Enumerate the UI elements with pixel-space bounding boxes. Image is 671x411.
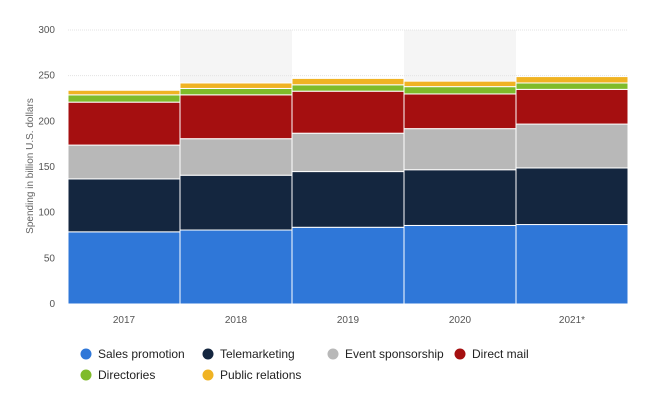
y-axis-label: Spending in billion U.S. dollars	[25, 98, 36, 234]
legend-marker	[80, 348, 92, 360]
legend-marker	[454, 348, 466, 360]
legend-label: Public relations	[220, 368, 301, 382]
y-tick-label: 0	[49, 299, 55, 310]
bar-segment[interactable]	[179, 174, 293, 231]
legend-label: Sales promotion	[98, 347, 185, 361]
bar-segment[interactable]	[515, 224, 629, 305]
bar-segment[interactable]	[291, 84, 405, 92]
y-tick-label: 100	[38, 208, 55, 219]
bar-segment[interactable]	[403, 224, 517, 305]
legend-item[interactable]: Direct mail	[454, 347, 529, 361]
bar-segment[interactable]	[515, 123, 629, 169]
bar-segment[interactable]	[67, 94, 181, 103]
bar-segment[interactable]	[179, 138, 293, 176]
y-tick-label: 150	[38, 162, 55, 173]
bar-segment[interactable]	[67, 89, 181, 96]
legend-marker	[80, 369, 92, 381]
legend-label: Telemarketing	[220, 347, 295, 361]
x-tick-label: 2019	[337, 315, 360, 326]
bar-segment[interactable]	[403, 128, 517, 171]
legend-item[interactable]: Directories	[80, 368, 156, 382]
legend-item[interactable]: Event sponsorship	[327, 347, 445, 361]
legend-marker	[202, 348, 214, 360]
y-tick-label: 200	[38, 116, 55, 127]
bar-segment[interactable]	[179, 87, 293, 96]
bar-segment[interactable]	[403, 80, 517, 88]
legend-marker	[202, 369, 214, 381]
bar-segment[interactable]	[291, 77, 405, 86]
bar-segment[interactable]	[67, 101, 181, 146]
x-tick-label: 2021*	[559, 315, 585, 326]
bar-segment[interactable]	[291, 171, 405, 228]
bar-segment[interactable]	[67, 144, 181, 180]
bar-segment[interactable]	[403, 86, 517, 95]
legend-label: Direct mail	[472, 347, 529, 361]
y-tick-label: 250	[38, 71, 55, 82]
legend-item[interactable]: Sales promotion	[80, 347, 185, 361]
bar-segment[interactable]	[291, 226, 405, 305]
x-axis-ticks: 2017 2018 2019 2020 2021*	[113, 315, 585, 326]
x-tick-label: 2020	[449, 315, 472, 326]
x-tick-label: 2017	[113, 315, 136, 326]
bar-segment[interactable]	[515, 167, 629, 226]
legend-marker	[327, 348, 339, 360]
bar-segment[interactable]	[179, 82, 293, 89]
y-axis-ticks: 0 50 100 150 200 250 300	[38, 25, 55, 310]
bars	[67, 76, 629, 305]
bar-segment[interactable]	[291, 90, 405, 134]
legend: Sales promotion Telemarketing Event sponso…	[80, 347, 529, 382]
x-tick-label: 2018	[225, 315, 248, 326]
bar-segment[interactable]	[179, 94, 293, 140]
bar-segment[interactable]	[291, 132, 405, 173]
bar-segment[interactable]	[515, 82, 629, 90]
bar-segment[interactable]	[403, 169, 517, 226]
legend-label: Event sponsorship	[345, 347, 444, 361]
bar-segment[interactable]	[403, 93, 517, 130]
y-tick-label: 300	[38, 25, 55, 36]
legend-item[interactable]: Public relations	[202, 368, 302, 382]
y-tick-label: 50	[44, 253, 56, 264]
legend-label: Directories	[98, 368, 155, 382]
bar-segment[interactable]	[515, 76, 629, 84]
bar-segment[interactable]	[67, 231, 181, 305]
bar-segment[interactable]	[67, 178, 181, 233]
bar-segment[interactable]	[515, 88, 629, 125]
bar-segment[interactable]	[179, 229, 293, 305]
legend-item[interactable]: Telemarketing	[202, 347, 295, 361]
